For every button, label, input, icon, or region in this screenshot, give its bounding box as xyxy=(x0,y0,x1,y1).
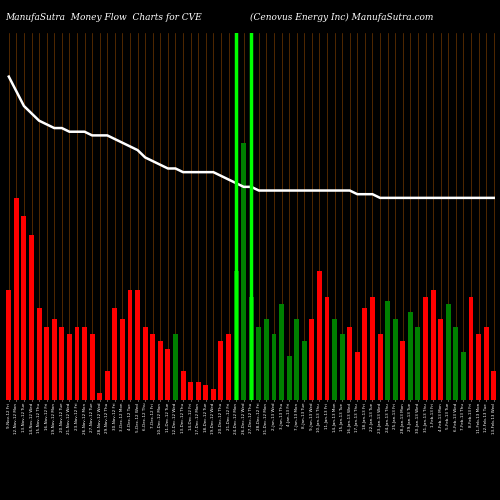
Bar xyxy=(446,304,450,400)
Bar xyxy=(112,308,117,400)
Bar xyxy=(82,326,87,400)
Bar xyxy=(29,234,34,400)
Bar xyxy=(105,370,110,400)
Bar xyxy=(416,326,420,400)
Bar xyxy=(211,389,216,400)
Bar xyxy=(286,356,292,400)
Bar xyxy=(476,334,481,400)
Bar xyxy=(97,392,102,400)
Bar xyxy=(279,304,284,400)
Bar xyxy=(234,272,238,400)
Bar xyxy=(461,352,466,400)
Bar xyxy=(196,382,200,400)
Bar xyxy=(22,216,26,400)
Bar xyxy=(204,386,208,400)
Bar xyxy=(491,370,496,400)
Bar xyxy=(36,308,42,400)
Bar xyxy=(249,297,254,400)
Bar xyxy=(74,326,80,400)
Bar xyxy=(423,297,428,400)
Bar xyxy=(400,341,406,400)
Bar xyxy=(454,326,458,400)
Bar xyxy=(294,319,299,400)
Bar xyxy=(348,326,352,400)
Bar xyxy=(324,297,330,400)
Bar xyxy=(44,326,49,400)
Bar xyxy=(67,334,72,400)
Bar xyxy=(256,326,262,400)
Bar xyxy=(218,341,224,400)
Bar xyxy=(52,319,56,400)
Bar xyxy=(355,352,360,400)
Bar xyxy=(135,290,140,400)
Bar xyxy=(340,334,344,400)
Bar xyxy=(128,290,132,400)
Bar xyxy=(378,334,382,400)
Bar xyxy=(310,319,314,400)
Bar xyxy=(241,143,246,400)
Text: ManufaSutra  Money Flow  Charts for CVE: ManufaSutra Money Flow Charts for CVE xyxy=(5,12,202,22)
Bar xyxy=(120,319,125,400)
Bar xyxy=(302,341,307,400)
Bar xyxy=(166,348,170,400)
Bar xyxy=(90,334,94,400)
Bar xyxy=(188,382,193,400)
Bar xyxy=(362,308,368,400)
Bar xyxy=(392,319,398,400)
Bar xyxy=(272,334,276,400)
Bar xyxy=(142,326,148,400)
Bar xyxy=(180,370,186,400)
Bar xyxy=(438,319,443,400)
Bar xyxy=(484,326,488,400)
Bar xyxy=(370,297,375,400)
Bar xyxy=(317,272,322,400)
Bar xyxy=(150,334,155,400)
Bar xyxy=(468,297,473,400)
Bar xyxy=(408,312,413,400)
Bar xyxy=(158,341,163,400)
Bar xyxy=(6,290,12,400)
Bar xyxy=(226,334,231,400)
Bar xyxy=(264,319,269,400)
Bar xyxy=(173,334,178,400)
Bar xyxy=(60,326,64,400)
Bar xyxy=(385,301,390,400)
Bar xyxy=(332,319,337,400)
Bar xyxy=(14,198,19,400)
Bar xyxy=(430,290,436,400)
Text: (Cenovus Energy Inc) ManufaSutra.com: (Cenovus Energy Inc) ManufaSutra.com xyxy=(250,12,434,22)
